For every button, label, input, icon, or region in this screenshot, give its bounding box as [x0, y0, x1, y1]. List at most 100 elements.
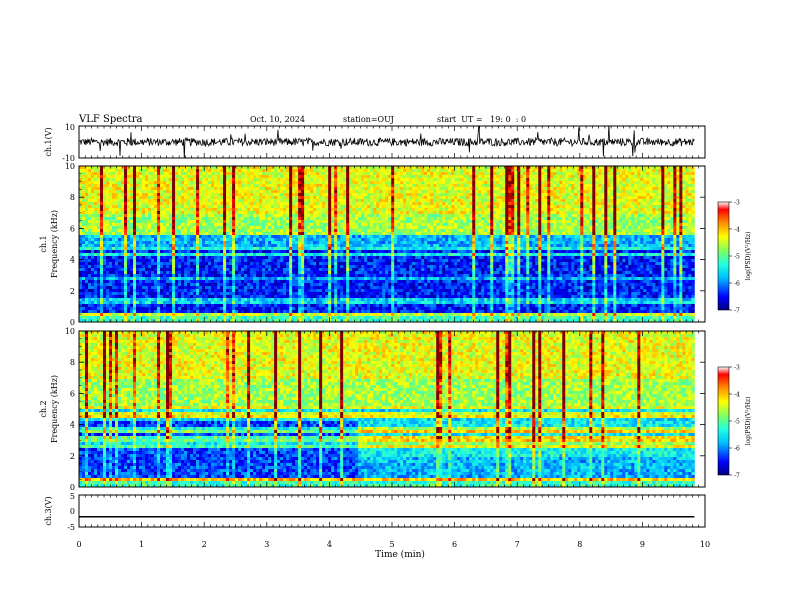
spectrogram-cell — [199, 301, 203, 305]
spectrogram-cell — [247, 226, 251, 230]
spectrogram-cell — [160, 190, 164, 194]
spectrogram-cell — [118, 169, 122, 173]
spectrogram-cell — [346, 193, 350, 197]
spectrogram-cell — [82, 313, 86, 317]
spectrogram-cell — [202, 208, 206, 212]
spectrogram-cell — [91, 301, 95, 305]
spectrogram-cell — [121, 298, 125, 302]
spectrogram-cell — [229, 250, 233, 254]
spectrogram-cell — [337, 310, 341, 314]
spectrogram-cell — [109, 184, 113, 188]
spectrogram-cell — [331, 253, 335, 257]
spectrogram-cell — [256, 181, 260, 185]
spectrogram-cell — [82, 247, 86, 251]
spectrogram-cell — [133, 265, 137, 269]
spectrogram-cell — [157, 244, 161, 248]
spectrogram-cell — [277, 310, 281, 314]
spectrogram-cell — [211, 313, 215, 317]
spectrogram-cell — [277, 271, 281, 275]
spectrogram-cell — [223, 310, 227, 314]
spectrogram-cell — [262, 211, 266, 215]
spectrogram-cell — [232, 286, 236, 290]
spectrogram-cell — [316, 184, 320, 188]
spectrogram-cell — [139, 304, 143, 308]
spectrogram-cell — [292, 193, 296, 197]
spectrogram-cell — [202, 223, 206, 227]
spectrogram-cell — [358, 256, 362, 260]
spectrogram-cell — [145, 319, 149, 323]
spectrogram-cell — [214, 292, 218, 296]
spectrogram-cell — [205, 205, 209, 209]
spectrogram-cell — [94, 280, 98, 284]
spectrogram-cell — [169, 304, 173, 308]
spectrogram-cell — [337, 271, 341, 275]
spectrogram-cell — [97, 265, 101, 269]
spectrogram-cell — [241, 307, 245, 311]
spectrogram-cell — [283, 241, 287, 245]
spectrogram-cell — [130, 250, 134, 254]
spectrogram-cell — [319, 304, 323, 308]
spectrogram-cell — [226, 271, 230, 275]
spectrogram-cell — [325, 208, 329, 212]
spectrogram-cell — [259, 175, 263, 179]
spectrogram-cell — [160, 256, 164, 260]
spectrogram-cell — [268, 292, 272, 296]
spectrogram-cell — [280, 295, 284, 299]
spectrogram-cell — [331, 166, 335, 170]
spectrogram-cell — [112, 310, 116, 314]
spectrogram-cell — [280, 247, 284, 251]
spectrogram-cell — [115, 307, 119, 311]
spectrogram-cell — [253, 286, 257, 290]
spectrogram-cell — [238, 181, 242, 185]
spectrogram-cell — [154, 229, 158, 233]
spectrogram-cell — [151, 262, 155, 266]
spectrogram-cell — [130, 226, 134, 230]
spectrogram-cell — [109, 301, 113, 305]
spectrogram-cell — [280, 214, 284, 218]
spectrogram-cell — [334, 199, 338, 203]
spectrogram-cell — [340, 286, 344, 290]
spectrogram-cell — [277, 238, 281, 242]
spectrogram-cell — [295, 280, 299, 284]
spectrogram-cell — [337, 283, 341, 287]
spectrogram-cell — [307, 271, 311, 275]
spectrogram-cell — [211, 193, 215, 197]
spectrogram-cell — [121, 313, 125, 317]
spectrogram-cell — [244, 172, 248, 176]
spectrogram-cell — [247, 199, 251, 203]
spectrogram-cell — [139, 238, 143, 242]
spectrogram-cell — [145, 250, 149, 254]
spectrogram-cell — [352, 247, 356, 251]
spectrogram-cell — [178, 301, 182, 305]
spectrogram-cell — [175, 250, 179, 254]
spectrogram-cell — [85, 229, 89, 233]
spectrogram-cell — [223, 226, 227, 230]
spectrogram-cell — [172, 214, 176, 218]
spectrogram-cell — [142, 187, 146, 191]
spectrogram-cell — [169, 241, 173, 245]
spectrogram-cell — [241, 316, 245, 320]
spectrogram-cell — [238, 256, 242, 260]
spectrogram-cell — [190, 229, 194, 233]
spectrogram-cell — [298, 190, 302, 194]
spectrogram-cell — [289, 283, 293, 287]
spectrogram-cell — [106, 181, 110, 185]
spectrogram-cell — [100, 277, 104, 281]
spectrogram-cell — [82, 217, 86, 221]
spectrogram-cell — [106, 274, 110, 278]
spectrogram-cell — [118, 223, 122, 227]
spectrogram-cell — [109, 217, 113, 221]
spectrogram-cell — [292, 265, 296, 269]
spectrogram-cell — [265, 214, 269, 218]
spectrogram-cell — [223, 187, 227, 191]
spectrogram-cell — [160, 295, 164, 299]
spectrogram-cell — [187, 238, 191, 242]
spectrogram-cell — [115, 190, 119, 194]
spectrogram-cell — [334, 307, 338, 311]
spectrogram-cell — [313, 316, 317, 320]
spectrogram-cell — [190, 262, 194, 266]
spectrogram-cell — [208, 271, 212, 275]
spectrogram-cell — [202, 196, 206, 200]
spectrogram-cell — [151, 310, 155, 314]
spectrogram-cell — [361, 256, 365, 260]
